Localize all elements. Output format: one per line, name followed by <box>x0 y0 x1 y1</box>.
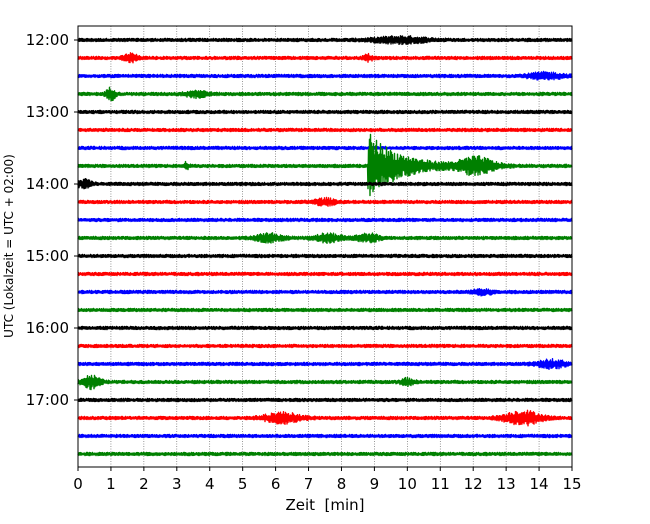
y-tick-label: 15:00 <box>26 247 69 265</box>
seismic-trace <box>77 288 573 297</box>
y-tick-label: 13:00 <box>26 103 69 121</box>
x-tick-label: 13 <box>497 475 516 493</box>
trace-layer <box>77 35 573 457</box>
seismic-trace <box>77 86 573 102</box>
x-tick-label: 11 <box>431 475 450 493</box>
seismic-trace <box>77 253 573 259</box>
seismic-trace <box>77 217 573 223</box>
seismic-trace <box>77 343 573 349</box>
seismic-trace <box>77 35 573 46</box>
x-tick-label: 2 <box>139 475 149 493</box>
x-tick-label: 10 <box>398 475 417 493</box>
seismic-trace <box>77 232 573 245</box>
seismic-trace <box>77 127 573 133</box>
seismic-trace <box>77 133 573 197</box>
x-axis-label: Zeit [min] <box>285 496 364 514</box>
seismic-trace <box>77 145 573 151</box>
seismic-trace <box>77 196 573 207</box>
seismic-trace <box>77 109 573 115</box>
grid-layer <box>110 26 540 467</box>
seismic-trace <box>77 409 573 427</box>
seismic-trace <box>77 307 573 313</box>
seismic-trace <box>77 451 573 457</box>
x-tick-label: 5 <box>238 475 248 493</box>
x-tick-label: 8 <box>337 475 347 493</box>
plot-frame <box>77 25 573 468</box>
x-tick-label: 0 <box>73 475 83 493</box>
y-axis-label: UTC (Lokalzeit = UTC + 02:00) <box>2 154 16 338</box>
y-tick-label: 14:00 <box>26 175 69 193</box>
x-tick-label: 7 <box>304 475 314 493</box>
x-tick-label: 14 <box>530 475 549 493</box>
seismic-trace <box>77 397 573 403</box>
x-tick-label: 12 <box>464 475 483 493</box>
seismic-trace <box>77 374 573 391</box>
seismic-trace <box>77 433 573 439</box>
y-tick-label: 12:00 <box>26 31 69 49</box>
x-axis-ticks: 0 1 2 3 4 5 6 7 8 9 10 11 12 13 14 15 <box>73 467 582 493</box>
seismic-trace <box>77 178 573 190</box>
x-tick-label: 4 <box>205 475 215 493</box>
y-axis-ticks: 12:00 13:00 14:00 15:00 16:00 17:00 <box>26 31 78 409</box>
y-tick-label: 17:00 <box>26 391 69 409</box>
x-tick-label: 3 <box>172 475 182 493</box>
x-tick-label: 15 <box>562 475 581 493</box>
seismic-trace <box>77 325 573 331</box>
seismic-trace <box>77 70 573 81</box>
y-tick-label: 16:00 <box>26 319 69 337</box>
x-tick-label: 6 <box>271 475 281 493</box>
seismic-trace <box>77 271 573 277</box>
x-tick-label: 1 <box>106 475 116 493</box>
x-tick-label: 9 <box>370 475 380 493</box>
seismic-trace <box>77 358 573 371</box>
seismic-trace <box>77 52 573 64</box>
